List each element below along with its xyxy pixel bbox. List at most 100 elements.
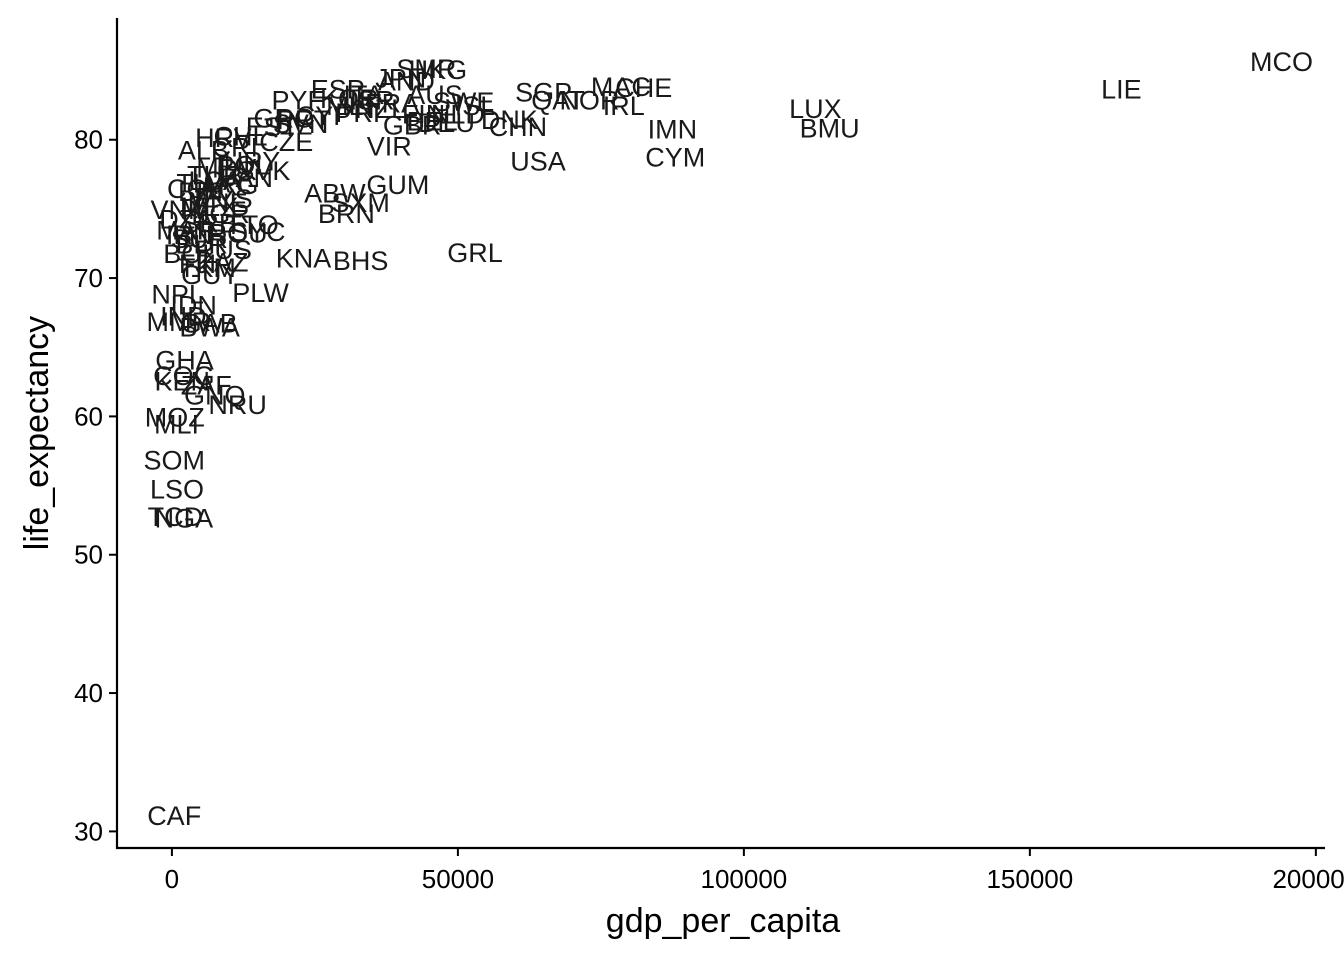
point-label-dnk: DNK: [481, 105, 538, 135]
point-label-svn: SVN: [273, 109, 329, 139]
point-label-tha: THA: [176, 169, 230, 199]
point-label-cze: CZE: [259, 127, 313, 157]
y-tick-label: 30: [74, 816, 103, 846]
point-label-lie: LIE: [1101, 75, 1142, 105]
point-label-grc: GRC: [253, 104, 313, 134]
x-tick-label: 50000: [422, 864, 494, 894]
point-label-mco: MCO: [1250, 47, 1313, 77]
point-label-kor: KOR: [320, 84, 379, 114]
y-tick-label: 60: [74, 401, 103, 431]
point-label-nor: NOR: [559, 86, 619, 116]
point-label-fra: FRA: [365, 88, 419, 118]
x-axis-ticks: 0 50000 100000 150000 200000: [165, 848, 1344, 894]
point-label-col: COL: [167, 174, 223, 204]
point-label-zaf: ZAF: [181, 371, 232, 401]
point-label-sgp: SGP: [515, 77, 572, 107]
point-label-dza: DZA: [159, 205, 213, 235]
point-label-svk: SVK: [236, 156, 290, 186]
point-label-cri: CRI: [212, 133, 259, 163]
point-label-syc: SYC: [230, 217, 286, 247]
point-label-bel: BEL: [407, 106, 458, 136]
point-label-mlt: MLT: [326, 91, 378, 121]
point-label-gab: GAB: [181, 308, 238, 338]
x-tick-label: 0: [165, 864, 179, 894]
point-label-usa: USA: [510, 146, 566, 176]
point-label-rus: RUS: [195, 235, 252, 265]
point-label-ken: KEN: [154, 366, 210, 396]
point-label-kaz: KAZ: [196, 247, 249, 277]
point-label-smr: SMR: [396, 54, 456, 84]
point-label-kna: KNA: [276, 243, 332, 273]
point-label-gbr: GBR: [383, 111, 442, 141]
y-tick-label: 50: [74, 540, 103, 570]
point-label-lso: LSO: [150, 474, 204, 504]
point-label-cym: CYM: [645, 142, 705, 172]
point-label-blr: BLR: [175, 229, 228, 259]
point-label-bhs: BHS: [333, 246, 389, 276]
point-label-qat: QAT: [531, 86, 585, 116]
point-label-fji: FJI: [179, 249, 217, 279]
point-label-nga: NGA: [155, 503, 214, 533]
point-label-ind: IND: [160, 301, 207, 331]
point-label-mex: MEX: [180, 192, 239, 222]
point-label-npl: NPL: [151, 279, 204, 309]
point-label-alb: ALB: [178, 135, 229, 165]
point-label-idn: IDN: [170, 290, 217, 320]
point-label-rou: ROU: [208, 218, 268, 248]
point-label-irl: IRL: [603, 91, 645, 121]
point-label-swe: SWE: [433, 87, 495, 117]
point-label-deu: DEU: [418, 108, 475, 138]
point-label-cog: COG: [153, 361, 215, 391]
point-label-isl: ISL: [455, 91, 496, 121]
point-label-mmr: MMR: [147, 307, 211, 337]
point-label-and: AND: [378, 66, 435, 96]
point-label-irn: IRN: [166, 220, 213, 250]
point-label-prt: PRT: [277, 105, 331, 135]
point-label-che: CHE: [615, 73, 672, 103]
point-label-nru: NRU: [208, 390, 267, 420]
point-label-som: SOM: [143, 445, 205, 475]
axes: 0 50000 100000 150000 200000 30 40 50 60 70 80: [74, 18, 1344, 894]
point-label-gum: GUM: [366, 170, 429, 200]
point-label-jpn: JPN: [375, 63, 426, 93]
point-label-mar: MAR: [156, 216, 216, 246]
point-label-mli: MLI: [154, 409, 199, 439]
point-label-mne: MNE: [188, 188, 248, 218]
point-label-tcd: TCD: [148, 502, 204, 532]
point-label-grl: GRL: [447, 238, 503, 268]
x-tick-label: 100000: [700, 864, 787, 894]
y-axis-title: life_expectancy: [18, 316, 56, 550]
point-label-bgr: BGR: [191, 199, 250, 229]
point-label-pan: PAN: [220, 163, 274, 193]
point-label-guy: GUY: [181, 260, 240, 290]
x-tick-label: 150000: [986, 864, 1073, 894]
point-label-nzl: NZL: [355, 94, 406, 124]
y-tick-label: 80: [74, 125, 103, 155]
point-label-bol: BOL: [163, 239, 217, 269]
point-label-pri: PRI: [335, 98, 380, 128]
point-label-pol: POL: [216, 151, 270, 181]
y-tick-label: 70: [74, 263, 103, 293]
point-label-sxm: SXM: [331, 188, 390, 218]
point-label-bmu: BMU: [800, 113, 860, 143]
point-label-nld: NLD: [431, 99, 485, 129]
x-tick-label: 200000: [1272, 864, 1344, 894]
point-label-tkm: TKM: [179, 253, 236, 283]
point-label-chl: CHL: [214, 122, 268, 152]
point-label-aus: AUS: [407, 80, 463, 110]
point-label-brn: BRN: [318, 199, 375, 229]
point-label-bwa: BWA: [179, 312, 240, 342]
point-label-tur: TUR: [187, 160, 243, 190]
point-label-imn: IMN: [648, 115, 698, 145]
point-label-vir: VIR: [367, 131, 412, 161]
point-label-cyp: CYP: [296, 101, 352, 131]
point-label-pyf: PYF: [271, 86, 324, 116]
point-label-lca: LCA: [189, 166, 242, 196]
point-label-est: EST: [246, 112, 299, 142]
point-label-arg: ARG: [200, 170, 259, 200]
y-axis-ticks: 30 40 50 60 70 80: [74, 125, 117, 846]
point-label-mac: MAC: [591, 72, 651, 102]
point-label-abw: ABW: [304, 178, 366, 208]
point-label-caf: CAF: [147, 801, 201, 831]
point-label-isr: ISR: [350, 86, 395, 116]
